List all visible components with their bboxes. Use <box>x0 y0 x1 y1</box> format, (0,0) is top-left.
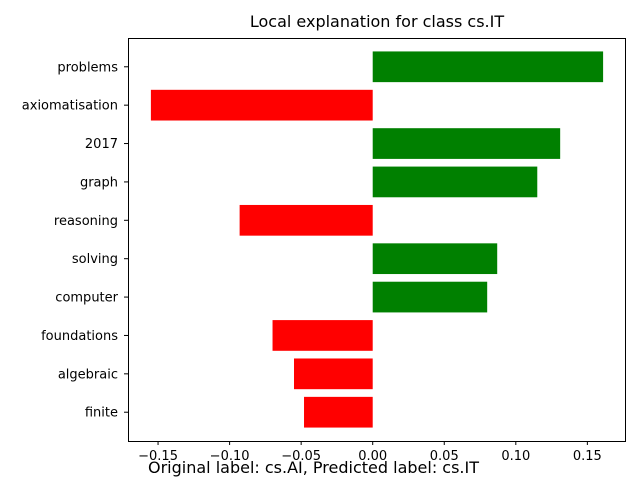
y-tick-label: finite <box>85 406 118 421</box>
x-tick-label: −0.15 <box>138 449 178 464</box>
bar-finite <box>304 396 373 428</box>
bar-algebraic <box>294 358 373 390</box>
x-axis-ticks: −0.15 −0.10 −0.05 0.00 0.05 0.10 0.15 <box>138 441 602 464</box>
x-tick-label: 0.05 <box>430 449 459 464</box>
y-tick-label: algebraic <box>58 367 118 382</box>
bar-problems <box>372 51 604 83</box>
y-tick-label: reasoning <box>54 214 118 229</box>
label-caption: Original label: cs.AI, Predicted label: … <box>148 458 479 477</box>
x-tick-label: −0.10 <box>210 449 250 464</box>
bar-foundations <box>272 320 373 351</box>
y-tick-label: computer <box>55 291 118 306</box>
bar-2017 <box>372 128 561 159</box>
bar-reasoning <box>239 204 373 236</box>
bar-graph <box>372 166 538 198</box>
bar-solving <box>372 243 498 275</box>
x-tick-label: 0.15 <box>573 449 602 464</box>
plot-frame <box>128 38 626 442</box>
y-tick-label: 2017 <box>85 137 118 152</box>
y-tick-label: graph <box>80 175 118 190</box>
y-tick-label: problems <box>57 60 118 75</box>
y-tick-label: foundations <box>41 329 118 344</box>
x-tick-label: 0.10 <box>501 449 530 464</box>
bar-computer <box>372 281 488 313</box>
chart-title: Local explanation for class cs.IT <box>249 12 505 31</box>
bars-group <box>150 51 604 428</box>
x-tick-label: −0.05 <box>281 449 321 464</box>
y-tick-label: solving <box>72 252 118 267</box>
y-tick-label: axiomatisation <box>22 99 118 114</box>
y-axis-ticks: problems axiomatisation 2017 graph reasoning… <box>22 60 128 421</box>
x-tick-label: 0.00 <box>358 449 387 464</box>
bar-axiomatisation <box>150 89 373 121</box>
